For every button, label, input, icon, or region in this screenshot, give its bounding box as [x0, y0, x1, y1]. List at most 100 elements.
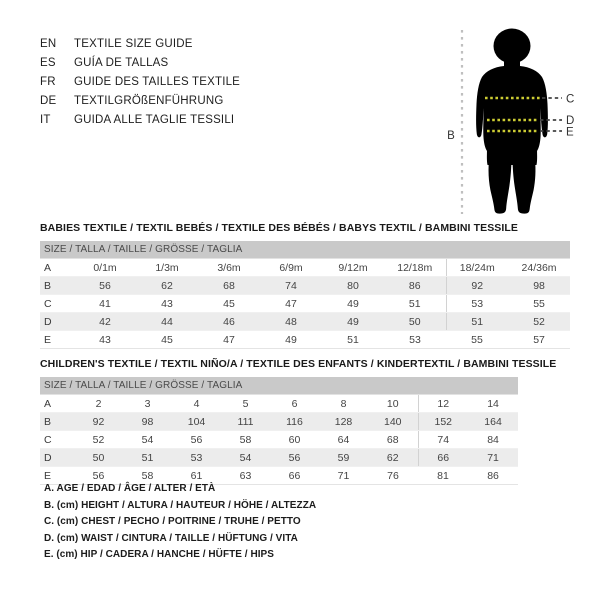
cell: 49 [322, 294, 384, 313]
table-row: C 52 54 56 58 60 64 68 74 84 [40, 430, 519, 449]
cell: 50 [384, 312, 446, 331]
cell: 52 [508, 312, 571, 331]
hip-label-e: E [566, 127, 574, 139]
cell: 66 [417, 448, 468, 467]
chest-label-c: C [566, 94, 574, 106]
cell: 41 [74, 294, 136, 313]
height-label-b: B [447, 130, 455, 142]
row-label: B [40, 276, 74, 295]
cell: 0/1m [74, 258, 136, 277]
children-band-label: SIZE / TALLA / TAILLE / GRÖSSE / TAGLIA [40, 377, 519, 395]
babies-size-table: SIZE / TALLA / TAILLE / GRÖSSE / TAGLIA … [40, 241, 571, 349]
cell: 50 [74, 448, 123, 467]
cell: 92 [445, 276, 508, 295]
table-row: C 41 43 45 47 49 51 53 55 [40, 294, 571, 313]
cell: 71 [468, 448, 519, 467]
cell: 10 [368, 394, 418, 413]
table-row: D 42 44 46 48 49 50 51 52 [40, 312, 571, 331]
language-code-fr: FR [40, 76, 56, 88]
cell: 57 [508, 330, 571, 349]
cell: 2 [74, 394, 123, 413]
title-text-es: GUÍA DE TALLAS [74, 57, 169, 69]
table-row: A 2 3 4 5 6 8 10 12 14 [40, 394, 519, 413]
cell: 92 [74, 412, 123, 431]
cell: 47 [198, 330, 260, 349]
title-row-it: IT GUIDA ALLE TAGLIE TESSILI [40, 114, 340, 133]
language-code-it: IT [40, 114, 51, 126]
row-label: C [40, 430, 74, 449]
babies-band-label: SIZE / TALLA / TAILLE / GRÖSSE / TAGLIA [40, 241, 571, 259]
cell: 53 [384, 330, 446, 349]
cell: 24/36m [508, 258, 571, 277]
cell: 152 [417, 412, 468, 431]
cell: 98 [123, 412, 172, 431]
cell: 3/6m [198, 258, 260, 277]
cell: 60 [270, 430, 319, 449]
table-row: E 43 45 47 49 51 53 55 57 [40, 330, 571, 349]
measurement-legend: A. AGE / EDAD / ÂGE / ALTER / ETÀ B. (cm… [44, 483, 316, 566]
language-code-en: EN [40, 38, 57, 50]
cell: 14 [468, 394, 519, 413]
cell: 51 [445, 312, 508, 331]
body-measurement-figure: B C D E [430, 18, 595, 218]
cell: 46 [198, 312, 260, 331]
children-section-title: CHILDREN'S TEXTILE / TEXTIL NIÑO/A / TEX… [40, 358, 557, 370]
cell: 56 [74, 276, 136, 295]
cell: 51 [123, 448, 172, 467]
cell: 3 [123, 394, 172, 413]
legend-line-b: B. (cm) HEIGHT / ALTURA / HAUTEUR / HÖHE… [44, 499, 317, 511]
cell: 86 [384, 276, 446, 295]
row-label: E [40, 330, 74, 349]
cell: 84 [468, 430, 519, 449]
cell: 61 [172, 466, 221, 485]
cell: 86 [468, 466, 519, 485]
cell: 45 [198, 294, 260, 313]
cell: 54 [123, 430, 172, 449]
cell: 47 [260, 294, 322, 313]
cell: 52 [74, 430, 123, 449]
cell: 98 [508, 276, 571, 295]
row-label: C [40, 294, 74, 313]
legend-line-a: A. AGE / EDAD / ÂGE / ALTER / ETÀ [44, 483, 216, 494]
cell: 12 [417, 394, 468, 413]
babies-section-title: BABIES TEXTILE / TEXTIL BEBÉS / TEXTILE … [40, 222, 519, 234]
cell: 104 [172, 412, 221, 431]
cell: 53 [172, 448, 221, 467]
language-code-de: DE [40, 95, 57, 107]
cell: 66 [270, 466, 319, 485]
cell: 53 [445, 294, 508, 313]
cell: 59 [319, 448, 368, 467]
cell: 71 [319, 466, 368, 485]
cell: 56 [74, 466, 123, 485]
cell: 116 [270, 412, 319, 431]
cell: 140 [368, 412, 418, 431]
row-label: E [40, 466, 74, 485]
title-text-de: TEXTILGRÖßENFÜHRUNG [74, 95, 224, 107]
row-label: B [40, 412, 74, 431]
row-label: A [40, 394, 74, 413]
cell: 164 [468, 412, 519, 431]
cell: 4 [172, 394, 221, 413]
legend-line-e: E. (cm) HIP / CADERA / HANCHE / HÜFTE / … [44, 549, 275, 560]
cell: 12/18m [384, 258, 446, 277]
cell: 58 [123, 466, 172, 485]
cell: 1/3m [136, 258, 198, 277]
cell: 76 [368, 466, 418, 485]
cell: 18/24m [445, 258, 508, 277]
title-row-en: EN TEXTILE SIZE GUIDE [40, 38, 340, 57]
body-silhouette-diagram: B C D E [447, 28, 574, 214]
cell: 51 [322, 330, 384, 349]
row-label: A [40, 258, 74, 277]
table-row: B 56 62 68 74 80 86 92 98 [40, 276, 571, 295]
cell: 68 [368, 430, 418, 449]
babies-table-band-row: SIZE / TALLA / TAILLE / GRÖSSE / TAGLIA [40, 241, 571, 259]
cell: 81 [418, 466, 468, 485]
cell: 8 [319, 394, 368, 413]
children-size-table: SIZE / TALLA / TAILLE / GRÖSSE / TAGLIA … [40, 377, 519, 485]
cell: 128 [319, 412, 368, 431]
cell: 55 [508, 294, 571, 313]
cell: 43 [74, 330, 136, 349]
cell: 62 [368, 448, 418, 467]
legend-line-d: D. (cm) WAIST / CINTURA / TAILLE / HÜFTU… [44, 532, 298, 544]
cell: 9/12m [322, 258, 384, 277]
